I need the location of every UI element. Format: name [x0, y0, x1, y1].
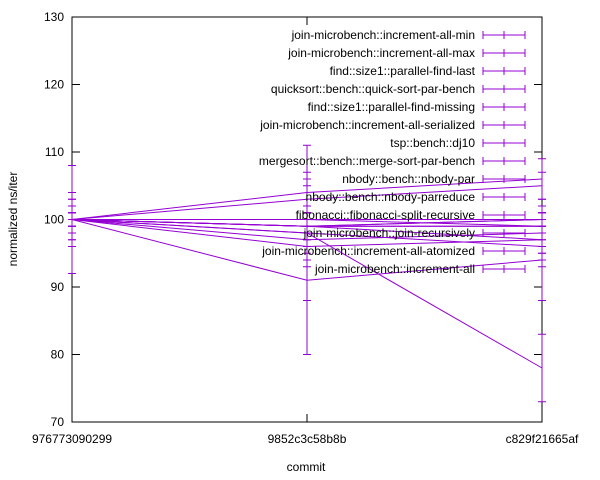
legend-label: join-microbench::increment-all [314, 262, 475, 276]
legend-label: nbody::bench::nbody-par [342, 172, 475, 186]
y-tick-label: 70 [51, 415, 65, 429]
y-tick-label: 100 [44, 213, 64, 227]
legend-label: join-microbench::increment-all-serialize… [259, 118, 475, 132]
legend-label: tsp::bench::dj10 [390, 136, 475, 150]
y-tick-label: 80 [51, 348, 65, 362]
legend-label: join-microbench::increment-all-min [291, 28, 475, 42]
legend-label: find::size1::parallel-find-last [330, 64, 476, 78]
legend-label: find::size1::parallel-find-missing [308, 100, 475, 114]
legend-label: mergesort::bench::merge-sort-par-bench [259, 154, 475, 168]
legend-label: join-microbench::increment-all-atomized [261, 244, 475, 258]
x-tick-label: 976773090299 [32, 432, 112, 446]
legend-label: nbody::bench::nbody-parreduce [306, 190, 476, 204]
legend-label: fibonacci::fibonacci-split-recursive [296, 208, 476, 222]
x-tick-label: 9852c3c58b8b [268, 432, 347, 446]
x-axis-label: commit [287, 460, 326, 474]
y-tick-label: 130 [44, 10, 64, 24]
y-tick-label: 90 [51, 280, 65, 294]
y-tick-label: 120 [44, 78, 64, 92]
x-tick-label: c829f21665af [506, 432, 579, 446]
y-axis-label: normalized ns/iter [6, 172, 20, 267]
legend-label: join-microbench::increment-all-max [287, 46, 475, 60]
legend-label: join-microbench::join-recursively [303, 226, 475, 240]
legend-label: quicksort::bench::quick-sort-par-bench [271, 82, 475, 96]
y-tick-label: 110 [45, 145, 64, 159]
